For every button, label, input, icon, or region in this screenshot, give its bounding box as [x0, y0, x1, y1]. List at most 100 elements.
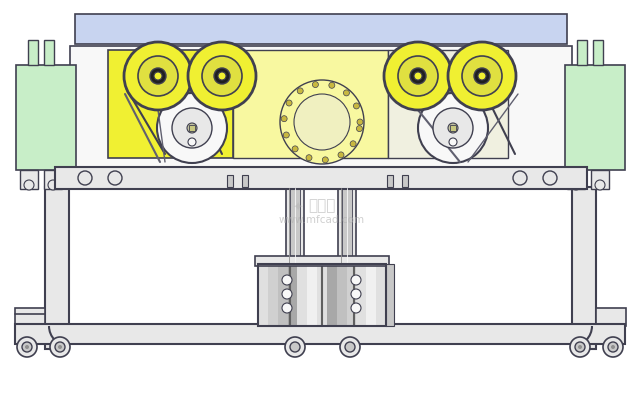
Circle shape: [608, 342, 618, 352]
Circle shape: [286, 100, 292, 106]
Circle shape: [282, 303, 292, 313]
Circle shape: [50, 337, 70, 357]
Circle shape: [22, 342, 32, 352]
Bar: [356, 264, 367, 326]
Bar: [28, 40, 38, 65]
Circle shape: [24, 180, 34, 190]
Circle shape: [78, 171, 92, 185]
Circle shape: [354, 103, 359, 109]
Bar: [45, 187, 69, 349]
Bar: [227, 175, 233, 187]
Bar: [55, 167, 587, 189]
Circle shape: [187, 123, 197, 133]
Circle shape: [124, 42, 192, 110]
Circle shape: [202, 56, 242, 96]
Bar: [189, 125, 195, 131]
Bar: [591, 170, 609, 189]
Circle shape: [290, 342, 300, 352]
Circle shape: [108, 171, 122, 185]
Text: 沐风网: 沐风网: [308, 199, 336, 214]
Circle shape: [414, 72, 422, 80]
Circle shape: [154, 72, 162, 80]
Circle shape: [282, 275, 292, 285]
Circle shape: [340, 337, 360, 357]
Circle shape: [297, 88, 303, 94]
Bar: [233, 50, 388, 158]
Bar: [255, 256, 389, 266]
Bar: [596, 308, 626, 326]
Circle shape: [611, 345, 615, 349]
Circle shape: [449, 138, 457, 146]
Bar: [75, 14, 567, 44]
Bar: [402, 175, 408, 187]
Bar: [290, 188, 300, 264]
Circle shape: [285, 337, 305, 357]
Bar: [20, 170, 38, 189]
Circle shape: [214, 68, 230, 84]
Bar: [287, 264, 297, 326]
Bar: [593, 40, 603, 65]
Bar: [297, 264, 307, 326]
Circle shape: [218, 72, 226, 80]
Circle shape: [343, 90, 349, 96]
Circle shape: [345, 342, 355, 352]
Bar: [258, 264, 386, 326]
Circle shape: [351, 275, 361, 285]
Bar: [337, 264, 347, 326]
Circle shape: [595, 180, 605, 190]
Bar: [577, 40, 587, 65]
Bar: [347, 264, 356, 326]
Circle shape: [294, 94, 350, 150]
Bar: [242, 175, 248, 187]
Bar: [44, 170, 62, 189]
Circle shape: [578, 345, 582, 349]
Circle shape: [282, 289, 292, 299]
Circle shape: [48, 180, 58, 190]
Circle shape: [384, 42, 452, 110]
Circle shape: [157, 93, 227, 163]
Circle shape: [356, 126, 363, 132]
Circle shape: [543, 171, 557, 185]
Bar: [108, 50, 233, 158]
Bar: [387, 175, 393, 187]
Circle shape: [570, 337, 590, 357]
Circle shape: [351, 289, 361, 299]
Circle shape: [575, 342, 585, 352]
Bar: [15, 308, 45, 326]
Text: www.mfcad.com: www.mfcad.com: [279, 215, 365, 225]
Bar: [327, 264, 337, 326]
Circle shape: [433, 108, 473, 148]
Bar: [44, 40, 54, 65]
Bar: [278, 264, 287, 326]
Bar: [565, 65, 625, 170]
Circle shape: [322, 157, 329, 163]
Circle shape: [418, 93, 488, 163]
Bar: [342, 188, 352, 264]
Bar: [376, 264, 386, 326]
Circle shape: [17, 337, 37, 357]
Bar: [450, 125, 456, 131]
Bar: [258, 264, 268, 326]
Bar: [567, 170, 585, 189]
Bar: [268, 264, 278, 326]
Circle shape: [462, 56, 502, 96]
Bar: [388, 50, 508, 158]
Bar: [386, 264, 394, 326]
Circle shape: [571, 180, 581, 190]
Circle shape: [284, 132, 289, 138]
Bar: [286, 186, 304, 266]
Circle shape: [58, 345, 62, 349]
Circle shape: [329, 82, 335, 88]
Circle shape: [478, 72, 486, 80]
Circle shape: [350, 141, 356, 147]
Bar: [572, 187, 596, 349]
Circle shape: [474, 68, 490, 84]
Circle shape: [448, 42, 516, 110]
Circle shape: [292, 146, 298, 152]
Circle shape: [448, 123, 458, 133]
Bar: [16, 65, 76, 170]
Circle shape: [138, 56, 178, 96]
Circle shape: [55, 342, 65, 352]
Circle shape: [172, 108, 212, 148]
Circle shape: [25, 345, 29, 349]
